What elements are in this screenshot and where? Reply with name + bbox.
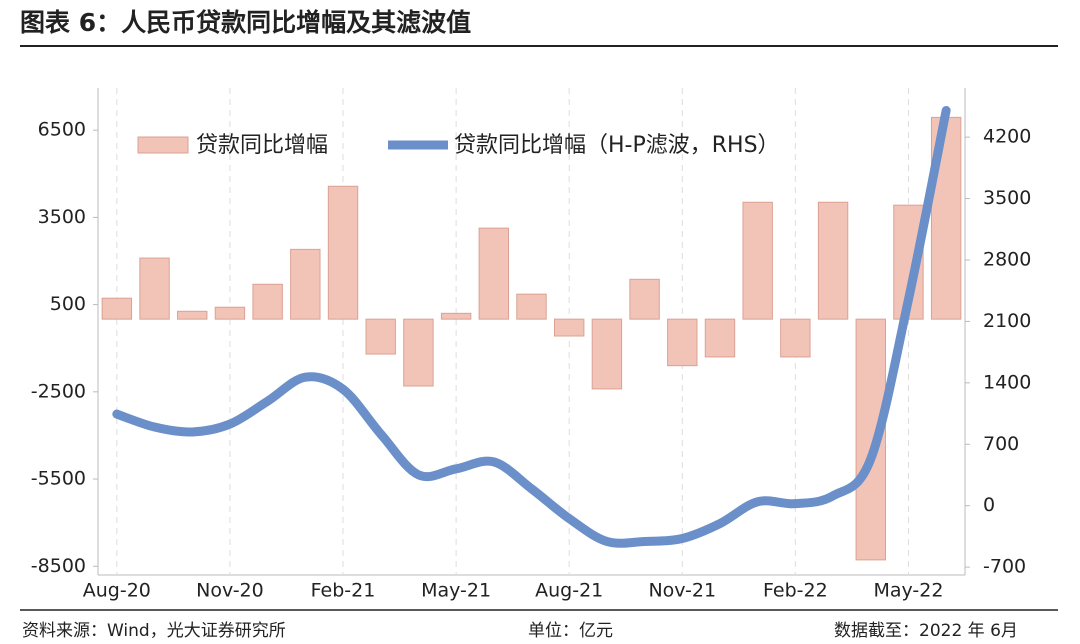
bar — [290, 248, 321, 320]
bar — [214, 306, 246, 320]
x-tick-label: Aug-21 — [535, 580, 603, 602]
x-tick-label: Nov-21 — [648, 580, 716, 602]
bar — [516, 293, 547, 320]
x-tick-label: Aug-20 — [83, 580, 151, 602]
legend-swatch — [137, 136, 189, 154]
y-tick-label: 500 — [50, 293, 86, 315]
bar — [101, 297, 133, 320]
y2-tick-label: 2800 — [983, 248, 1031, 270]
bar — [440, 312, 472, 320]
bar — [817, 201, 849, 320]
bar — [553, 318, 585, 337]
y2-tick-label: 4200 — [983, 126, 1031, 148]
y2-tick-label: 0 — [983, 494, 995, 516]
chart-title: 图表 6：人民币贷款同比增幅及其滤波值 — [20, 8, 471, 37]
y-tick-label: 6500 — [38, 119, 86, 141]
bar — [478, 227, 510, 320]
x-tick-label: Feb-22 — [763, 580, 828, 602]
bar — [403, 318, 434, 387]
x-tick-label: Feb-21 — [311, 580, 376, 602]
bar — [742, 201, 773, 320]
bar — [365, 318, 396, 355]
x-tick-label: May-21 — [421, 580, 491, 602]
bar — [139, 257, 170, 320]
y2-tick-label: -700 — [983, 556, 1026, 578]
y2-tick-label: 1400 — [983, 371, 1031, 393]
footer-source: 资料来源：Wind，光大证券研究所 — [22, 621, 286, 641]
bar — [177, 310, 208, 320]
bar — [667, 318, 698, 367]
y-tick-label: -2500 — [31, 380, 86, 402]
bar — [591, 318, 623, 390]
y2-tick-label: 2100 — [983, 310, 1031, 332]
footer-date: 数据截至：2022 年 6月 — [834, 621, 1018, 641]
line — [112, 105, 951, 548]
y2-tick-label: 3500 — [983, 187, 1031, 209]
legend-label: 贷款同比增幅 — [196, 133, 328, 158]
y2-tick-label: 700 — [983, 433, 1019, 455]
bar — [704, 318, 736, 358]
bar — [629, 278, 660, 320]
bar — [327, 185, 359, 320]
y-tick-label: 3500 — [38, 206, 86, 228]
y-tick-label: -5500 — [31, 468, 86, 490]
x-tick-label: May-22 — [873, 580, 943, 602]
y-tick-label: -8500 — [31, 555, 86, 577]
bar — [252, 283, 283, 320]
bar — [780, 318, 811, 358]
footer-unit: 单位：亿元 — [528, 621, 613, 641]
legend-label: 贷款同比增幅（H-P滤波，RHS） — [454, 133, 780, 158]
x-tick-label: Nov-20 — [196, 580, 264, 602]
